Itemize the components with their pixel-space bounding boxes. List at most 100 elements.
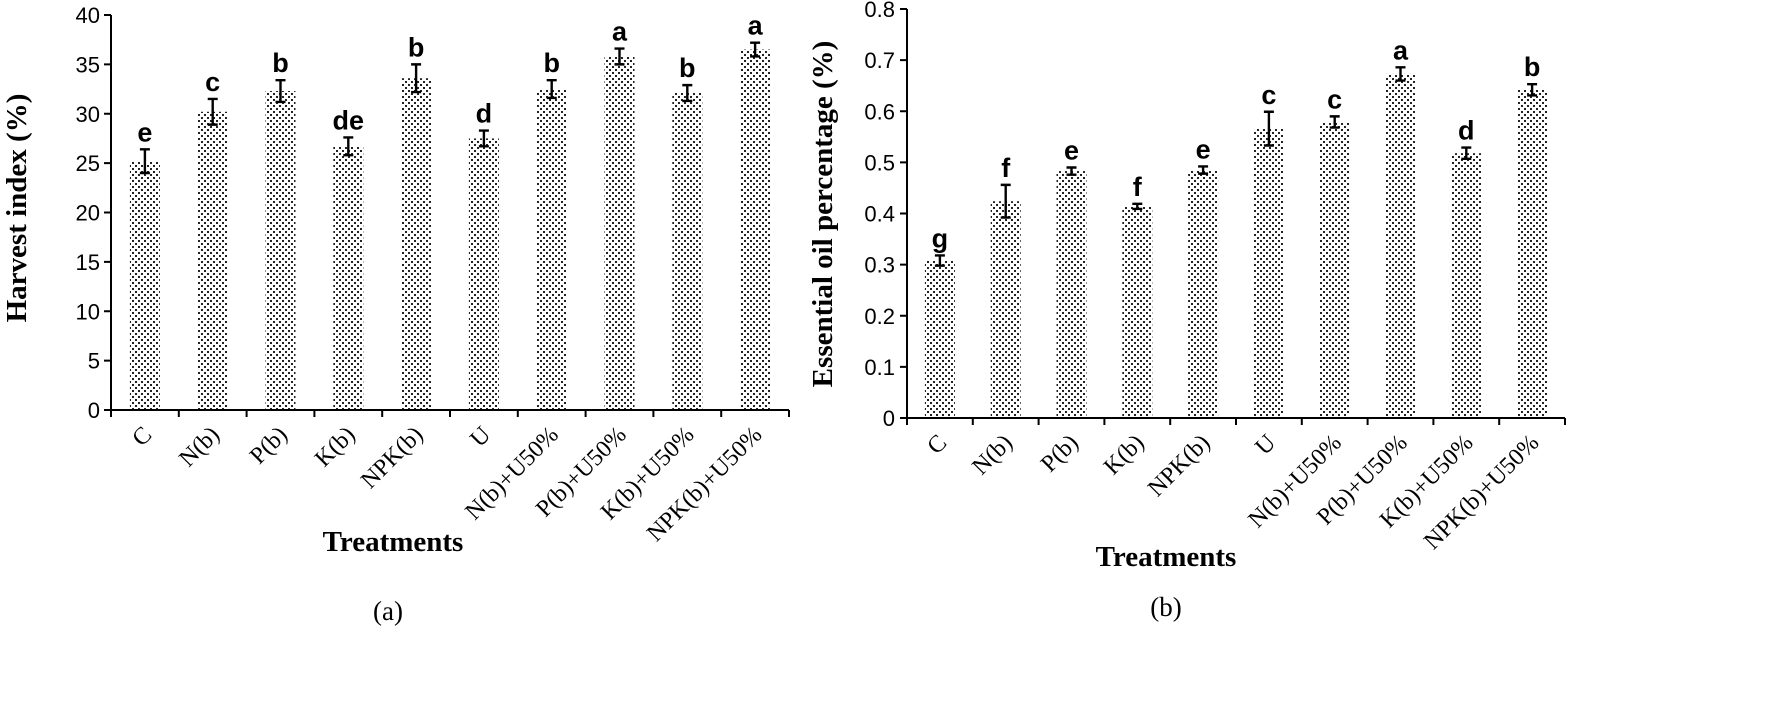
y-tick-label: 5 — [88, 349, 100, 374]
error-bar-8 — [1395, 66, 1406, 82]
x-tick-label: C — [127, 422, 157, 452]
error-bar-7 — [1329, 115, 1340, 129]
bar-10 — [740, 49, 771, 410]
bar-1 — [129, 161, 160, 410]
y-tick-label: 25 — [76, 151, 100, 176]
error-bar-1 — [139, 148, 150, 175]
significance-letter: b — [272, 48, 289, 78]
bar-3 — [1056, 171, 1087, 418]
significance-letter: de — [333, 105, 365, 135]
bar-3 — [265, 91, 296, 410]
y-tick-label: 30 — [76, 102, 100, 127]
x-tick-label: P(b) — [245, 422, 293, 470]
y-tick-label: 20 — [76, 201, 100, 226]
y-tick-label: 0 — [883, 406, 895, 431]
bar-4 — [333, 146, 364, 410]
significance-letter: c — [205, 67, 220, 97]
significance-letter: g — [932, 223, 949, 253]
x-axis-title: Treatments — [1096, 541, 1237, 573]
significance-letter: a — [612, 17, 628, 47]
error-bar-5 — [411, 63, 422, 94]
error-bar-3 — [275, 78, 286, 104]
y-tick-label: 0.6 — [864, 99, 895, 124]
x-tick-label: U — [465, 422, 496, 453]
x-tick-label: N(b) — [968, 430, 1018, 480]
panel-label: (a) — [373, 596, 403, 626]
x-tick-label: U — [1250, 430, 1281, 461]
panel-label: (b) — [1150, 592, 1181, 622]
bar-2 — [990, 201, 1021, 418]
x-tick-label: K(b) — [1099, 430, 1149, 480]
y-tick-label: 0.7 — [864, 48, 895, 73]
x-tick-label: P(b) — [1036, 430, 1084, 478]
y-axis-title: Harvest index (%) — [1, 94, 33, 323]
error-bar-9 — [1461, 146, 1472, 160]
bar-8 — [604, 56, 635, 410]
bar-9 — [672, 93, 703, 410]
x-tick-label: C — [922, 430, 952, 460]
y-tick-label: 0.5 — [864, 150, 895, 175]
bar-7 — [536, 89, 567, 410]
significance-letter: f — [1001, 153, 1011, 183]
bar-6 — [468, 138, 499, 410]
x-tick-label: NPK(b) — [356, 422, 428, 494]
error-bar-10 — [750, 41, 761, 58]
error-bar-4 — [343, 136, 354, 157]
y-tick-label: 15 — [76, 250, 100, 275]
significance-letter: b — [543, 48, 560, 78]
essential-oil-chart: g f e f e c c a d b 0 0.1 0.2 0.3 0.4 0.5 0.6 0.7 0.8 C N(b)… — [807, 0, 1566, 622]
x-tick-label: N(b) — [175, 422, 225, 472]
bar-5 — [1188, 170, 1219, 418]
significance-letter: f — [1133, 172, 1143, 202]
error-bar-7 — [546, 78, 557, 100]
significance-letter: e — [1064, 135, 1079, 165]
error-bar-2 — [207, 97, 218, 126]
harvest-index-chart: e c b de b d b a b a 0 5 10 15 20 25 30 35 40 C N(b) P(b) K(b)… — [1, 3, 790, 626]
significance-letter: c — [1327, 84, 1342, 114]
y-tick-label: 0.8 — [864, 0, 895, 22]
y-tick-label: 0.4 — [864, 202, 895, 227]
significance-letter: a — [748, 11, 764, 41]
y-axis-title: Essential oil percentage (%) — [807, 41, 839, 388]
significance-letter: e — [1196, 134, 1211, 164]
significance-letter: d — [1458, 116, 1475, 146]
y-tick-label: 10 — [76, 299, 100, 324]
bar-6 — [1253, 128, 1284, 418]
bar-10 — [1517, 89, 1548, 418]
error-bar-3 — [1066, 166, 1077, 176]
x-tick-label: NPK(b)+U50% — [1419, 430, 1544, 555]
error-bar-6 — [1263, 110, 1274, 147]
bar-2 — [197, 111, 228, 411]
y-tick-label: 35 — [76, 52, 100, 77]
error-bar-9 — [682, 83, 693, 103]
error-bar-6 — [478, 129, 489, 148]
bar-8 — [1385, 73, 1416, 419]
error-bar-5 — [1198, 165, 1209, 175]
error-bar-2 — [1000, 183, 1011, 219]
significance-letter: a — [1393, 35, 1409, 65]
y-tick-label: 0.3 — [864, 253, 895, 278]
significance-letter: b — [408, 32, 425, 62]
y-tick-label: 0 — [88, 398, 100, 423]
x-axis-title: Treatments — [323, 526, 464, 558]
x-tick-label: K(b) — [310, 422, 360, 472]
significance-letter: b — [679, 53, 696, 83]
y-tick-label: 40 — [76, 3, 100, 28]
error-bar-4 — [1132, 202, 1143, 211]
bar-9 — [1451, 153, 1482, 419]
x-tick-label: NPK(b) — [1143, 430, 1215, 502]
bar-5 — [401, 78, 432, 410]
bar-1 — [924, 260, 955, 418]
bar-4 — [1122, 206, 1153, 418]
error-bar-8 — [614, 47, 625, 66]
significance-letter: b — [1524, 52, 1541, 82]
bar-7 — [1319, 121, 1350, 418]
significance-letter: d — [476, 99, 493, 129]
significance-letter: e — [137, 117, 152, 147]
y-tick-label: 0.1 — [864, 355, 895, 380]
error-bar-10 — [1527, 82, 1538, 97]
error-bar-1 — [934, 254, 945, 267]
y-tick-label: 0.2 — [864, 304, 895, 329]
